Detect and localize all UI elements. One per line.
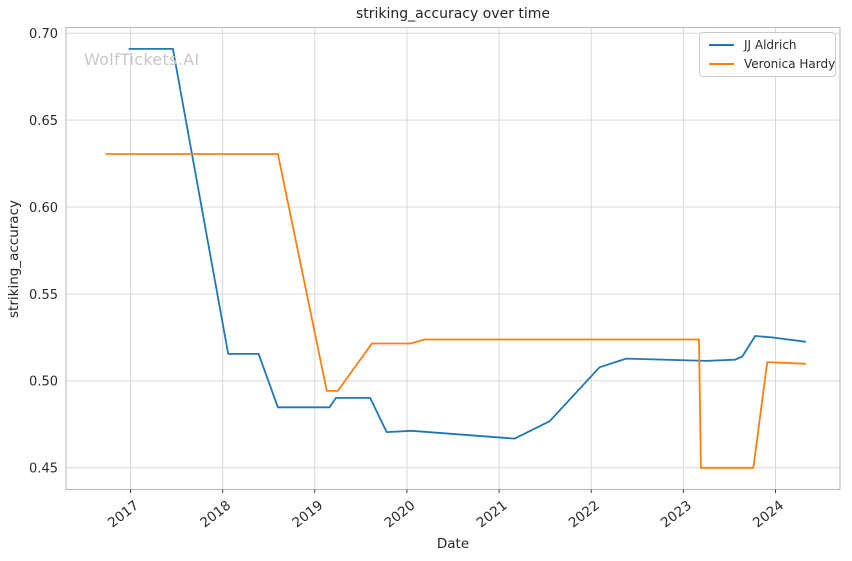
plot-border: [65, 27, 841, 490]
legend-item: Veronica Hardy: [709, 57, 835, 71]
legend-item: JJ Aldrich: [709, 38, 835, 52]
x-tick-label: 2024: [750, 498, 787, 532]
legend-line-swatch: [709, 62, 734, 66]
x-tick-label: 2022: [566, 498, 603, 532]
x-tick-label: 2020: [381, 498, 418, 532]
legend-line-swatch: [709, 43, 734, 47]
y-tick-label: 0.45: [29, 462, 58, 477]
y-axis-label: striking_accuracy: [6, 200, 22, 318]
series-line-jj-aldrich: [128, 48, 807, 440]
x-tick-label: 2023: [658, 498, 695, 532]
y-tick-label: 0.50: [29, 375, 58, 390]
y-tick-label: 0.70: [29, 27, 58, 42]
legend-label: Veronica Hardy: [744, 57, 836, 71]
y-tick-label: 0.60: [29, 201, 58, 216]
chart-title: striking_accuracy over time: [355, 6, 551, 22]
x-tick-label: 2017: [105, 498, 142, 532]
y-tick-label: 0.55: [29, 288, 58, 303]
watermark: WolfTickets.AI: [84, 50, 200, 69]
x-tick-label: 2019: [289, 498, 326, 532]
x-tick-label: 2021: [474, 498, 511, 532]
legend: JJ Aldrich Veronica Hardy: [699, 32, 836, 77]
y-tick-label: 0.65: [29, 114, 58, 129]
x-axis-label: Date: [436, 536, 470, 552]
legend-label: JJ Aldrich: [744, 38, 797, 52]
series-line-veronica-hardy: [105, 153, 806, 469]
x-tick-label: 2018: [197, 498, 234, 532]
